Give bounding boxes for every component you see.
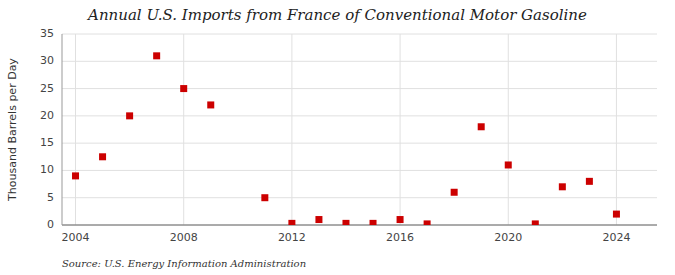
y-tick-label: 0	[47, 218, 54, 231]
y-tick-label: 25	[40, 82, 54, 95]
point	[370, 220, 377, 225]
point	[99, 153, 106, 160]
y-tick-label: 10	[40, 163, 54, 176]
chart: 0 5 10 15 20 25 30 35 2004 2008 2012 2016 2020 2024 An…	[0, 0, 675, 275]
x-tick-label: 2024	[602, 231, 630, 244]
point	[397, 216, 404, 223]
point	[180, 85, 187, 92]
x-grid-line	[400, 34, 401, 225]
background	[0, 0, 675, 275]
y-tick-label: 35	[40, 27, 54, 40]
point	[207, 101, 214, 108]
x-grid-line	[183, 34, 184, 225]
title: Annual U.S. Imports from France of Conve…	[86, 6, 587, 24]
x-tick-label: 2012	[278, 231, 306, 244]
y-tick-label: 5	[47, 191, 54, 204]
y-axis-label: Thousand Barrels per Day	[6, 58, 19, 202]
point	[126, 112, 133, 119]
x-grid-line	[291, 34, 292, 225]
point	[424, 220, 431, 225]
point	[72, 172, 79, 179]
point	[559, 183, 566, 190]
point	[342, 220, 349, 225]
y-tick-label: 20	[40, 109, 54, 122]
point	[478, 123, 485, 130]
grid	[62, 34, 657, 225]
y-tick-label: 15	[40, 136, 54, 149]
y-grid-line	[62, 61, 657, 62]
x-tick-label: 2016	[386, 231, 414, 244]
point	[315, 216, 322, 223]
points	[72, 52, 620, 225]
y-grid-line	[62, 34, 657, 35]
point	[586, 178, 593, 185]
y-tick-label: 30	[40, 54, 54, 67]
y-grid-line	[62, 170, 657, 171]
point	[613, 211, 620, 218]
point	[505, 161, 512, 168]
x-tick-label: 2004	[62, 231, 90, 244]
x-tick-label: 2020	[494, 231, 522, 244]
x-tick-label: 2008	[170, 231, 198, 244]
x-grid-line	[508, 34, 509, 225]
x-grid-line	[75, 34, 76, 225]
point	[451, 189, 458, 196]
y-grid-line	[62, 88, 657, 89]
x-grid-line	[616, 34, 617, 225]
point	[532, 220, 539, 225]
x-axis-line	[62, 225, 657, 226]
point	[288, 220, 295, 225]
point	[153, 52, 160, 59]
y-grid-line	[62, 225, 657, 226]
source-annotation: Source: U.S. Energy Information Administ…	[62, 258, 306, 269]
point	[261, 194, 268, 201]
y-grid-line	[62, 143, 657, 144]
y-axis-line	[62, 34, 63, 225]
y-grid-line	[62, 197, 657, 198]
y-grid-line	[62, 115, 657, 116]
